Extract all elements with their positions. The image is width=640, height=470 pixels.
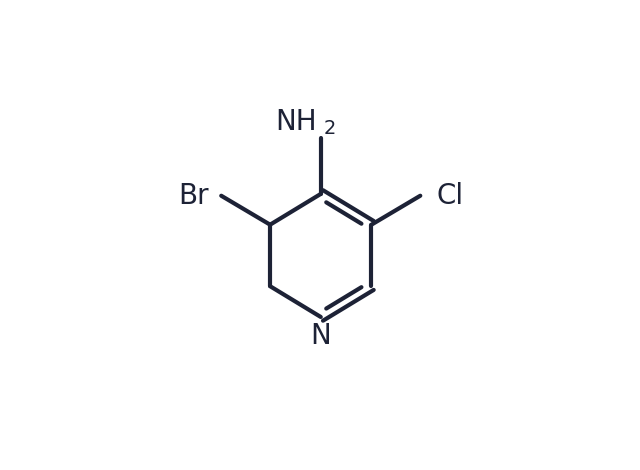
Text: NH: NH xyxy=(275,108,317,135)
Text: 2: 2 xyxy=(324,118,336,138)
Text: N: N xyxy=(310,322,331,351)
Text: Cl: Cl xyxy=(436,182,464,210)
Text: Br: Br xyxy=(178,182,209,210)
